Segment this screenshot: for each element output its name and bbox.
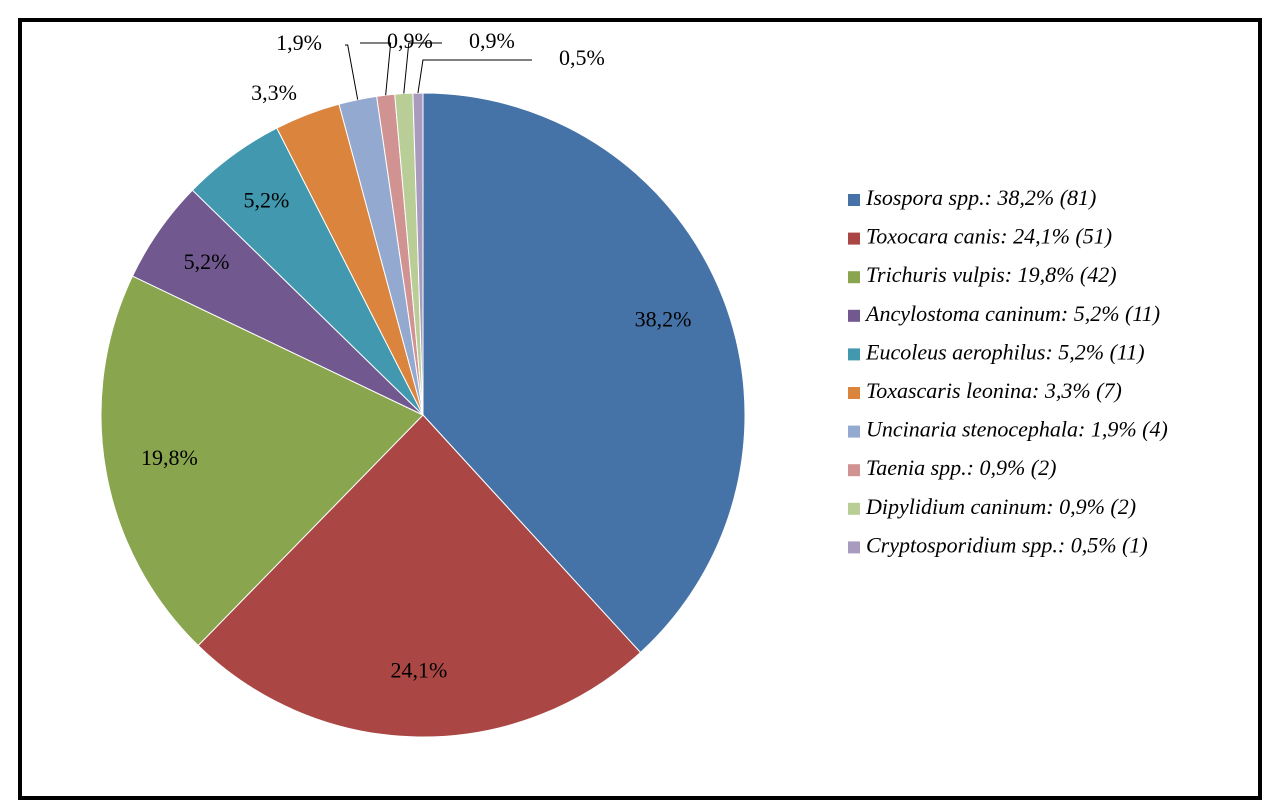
legend-label: Isospora spp.: 38,2% (81): [865, 185, 1096, 210]
legend-swatch: [848, 194, 860, 206]
legend-label: Uncinaria stenocephala: 1,9% (4): [866, 417, 1168, 442]
legend-label: Toxascaris leonina: 3,3% (7): [866, 378, 1122, 403]
pie-slice: [100, 275, 424, 647]
data-label: 5,2%: [184, 249, 230, 274]
legend-label: Dipylidium caninum: 0,9% (2): [865, 494, 1136, 519]
legend-label: Cryptosporidium spp.: 0,5% (1): [866, 532, 1148, 557]
data-label: 3,3%: [251, 80, 297, 105]
legend-label: Taenia spp.: 0,9% (2): [866, 455, 1056, 480]
legend-label: Toxocara canis: 24,1% (51): [866, 224, 1112, 249]
data-label: 0,5%: [559, 45, 605, 70]
legend-swatch: [848, 464, 860, 477]
pie-slice: [197, 414, 642, 738]
legend-swatch: [848, 309, 860, 322]
leader-line: [417, 59, 532, 94]
data-label: 5,2%: [244, 187, 290, 212]
data-label: 19,8%: [141, 445, 198, 470]
legend-swatch: [848, 232, 860, 245]
data-label: 0,9%: [387, 28, 433, 53]
legend-swatch: [848, 348, 860, 361]
legend-swatch: [848, 502, 860, 515]
leader-line: [403, 42, 442, 94]
data-label: 1,9%: [276, 30, 322, 55]
pie-slice: [422, 92, 746, 654]
legend-label: Eucoleus aerophilus: 5,2% (11): [865, 339, 1145, 364]
legend-swatch: [848, 387, 860, 399]
data-label: 0,9%: [469, 28, 515, 53]
leader-line: [345, 44, 359, 100]
legend-swatch: [848, 425, 860, 438]
legend-label: Ancylostoma caninum: 5,2% (11): [864, 301, 1160, 326]
legend-swatch: [848, 271, 860, 284]
legend-label: Trichuris vulpis: 19,8% (42): [866, 262, 1117, 287]
data-label: 38,2%: [635, 307, 692, 332]
data-label: 24,1%: [391, 658, 448, 683]
leader-line: [360, 42, 392, 96]
legend-swatch: [848, 541, 860, 554]
